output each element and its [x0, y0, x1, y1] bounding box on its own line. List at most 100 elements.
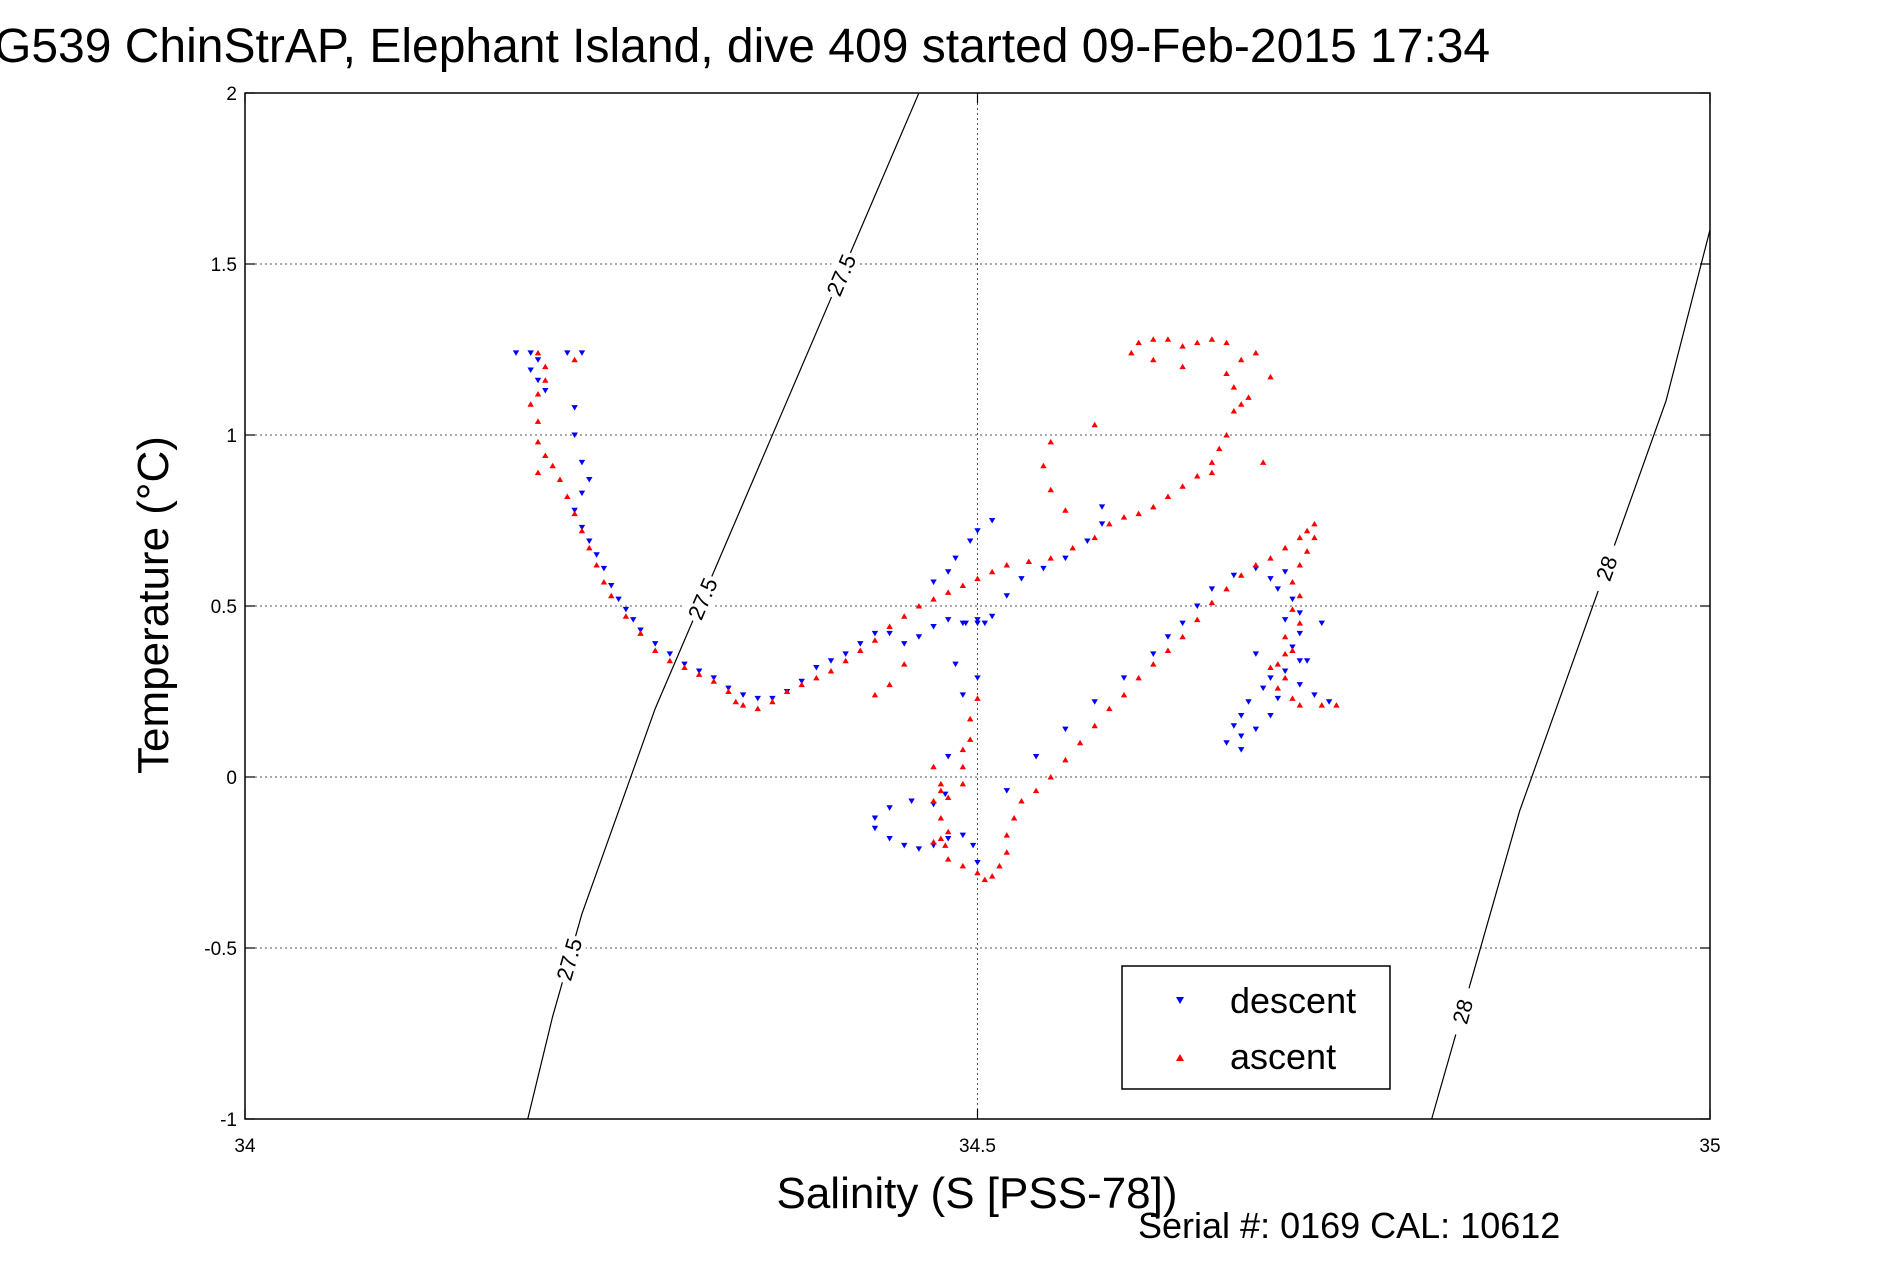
ascent-point [527, 401, 534, 407]
ascent-point [1032, 787, 1040, 794]
ascent-point [1208, 459, 1216, 465]
ascent-point [1062, 507, 1069, 513]
data-points [512, 336, 1340, 883]
ascent-point [966, 736, 974, 742]
ascent-point [871, 637, 879, 643]
descent-point [527, 367, 534, 374]
ascent-point [798, 681, 805, 688]
descent-point [1164, 634, 1172, 640]
legend: descent ascent [1121, 965, 1391, 1090]
descent-point [842, 651, 849, 657]
ascent-point [996, 862, 1003, 869]
descent-point [608, 582, 615, 589]
ascent-point [1164, 336, 1172, 342]
descent-point [512, 350, 520, 356]
ascent-point [1238, 356, 1245, 363]
y-tick-label: 0.5 [211, 597, 237, 618]
contour-label-bg [680, 571, 724, 626]
ascent-point [1003, 832, 1010, 838]
contour-label-bg [1443, 984, 1482, 1039]
ascent-point [1120, 691, 1128, 698]
ascent-point [1179, 483, 1186, 489]
y-tick-label: -1 [220, 1110, 237, 1131]
descent-point [571, 432, 578, 438]
descent-point [945, 753, 952, 760]
descent-point [593, 552, 600, 558]
ascent-point [901, 661, 908, 667]
x-axis-label: Salinity (S [PSS-78]) [776, 1169, 1177, 1218]
ascent-point [542, 363, 549, 370]
ascent-point [739, 702, 747, 708]
descent-point [1296, 682, 1303, 688]
ascent-point [937, 835, 945, 842]
ascent-point [871, 691, 879, 698]
descent-point [1267, 712, 1274, 719]
ascent-point [1025, 558, 1032, 565]
descent-point [915, 634, 923, 640]
contour-label-bg [549, 932, 589, 986]
ascent-point [1010, 815, 1018, 821]
descent-point [813, 665, 820, 671]
descent-point [1245, 699, 1252, 705]
ascent-point [1128, 349, 1135, 356]
y-tick-label: 1 [226, 426, 237, 447]
ascent-point [1047, 555, 1054, 561]
legend-descent-label: descent [1230, 980, 1356, 1021]
ascent-point [930, 596, 937, 602]
ascent-point [1194, 339, 1201, 346]
ascent-point [1252, 561, 1260, 568]
legend-descent-marker [1176, 997, 1184, 1004]
ascent-point [1091, 534, 1098, 541]
x-tick-label: 34 [234, 1136, 256, 1157]
legend-box [1121, 965, 1391, 1090]
ascent-point [1303, 548, 1311, 554]
ascent-point [710, 678, 717, 684]
descent-point [710, 675, 717, 681]
ascent-point [959, 582, 967, 588]
x-tick-label: 34.5 [959, 1136, 996, 1157]
ascent-point [1303, 527, 1311, 534]
descent-point [615, 596, 622, 603]
descent-point [915, 846, 923, 852]
descent-point [1179, 620, 1186, 627]
ascent-point [988, 568, 996, 575]
descent-point [974, 675, 981, 681]
descent-point [1311, 692, 1318, 698]
ascent-point [915, 603, 923, 609]
descent-point [1281, 569, 1289, 575]
ascent-point [1106, 705, 1113, 712]
descent-point [739, 692, 747, 698]
descent-point [1032, 753, 1040, 760]
descent-point [1318, 620, 1325, 627]
descent-point [652, 641, 659, 647]
ascent-point [1135, 510, 1142, 517]
ascent-point [608, 592, 615, 599]
ascent-point [959, 780, 967, 787]
gridlines [245, 93, 1710, 1119]
descent-point [886, 630, 893, 637]
descent-point [945, 569, 952, 575]
ascent-point [1281, 650, 1289, 657]
ascent-point [930, 763, 937, 770]
ascent-point [725, 688, 732, 694]
ascent-point [1194, 616, 1201, 623]
ascent-point [1120, 514, 1128, 520]
descent-point [1296, 610, 1303, 616]
descent-point [871, 825, 879, 832]
descent-point [959, 832, 967, 839]
axis-ticks: 34 34.5 35 -1 -0.5 0 0.5 1 1.5 2 [204, 84, 1720, 1157]
descent-point [886, 836, 893, 842]
ascent-point [930, 797, 937, 804]
descent-point [578, 524, 586, 531]
ascent-point [842, 657, 849, 664]
descent-point [769, 695, 776, 702]
descent-point [974, 620, 981, 627]
ascent-point [1311, 520, 1318, 527]
descent-point [901, 842, 908, 849]
descent-point [681, 661, 688, 668]
descent-point [1267, 675, 1274, 681]
descent-point [1003, 788, 1010, 794]
descent-point [1194, 603, 1201, 609]
descent-point [974, 528, 981, 534]
ascent-point [1208, 469, 1216, 476]
